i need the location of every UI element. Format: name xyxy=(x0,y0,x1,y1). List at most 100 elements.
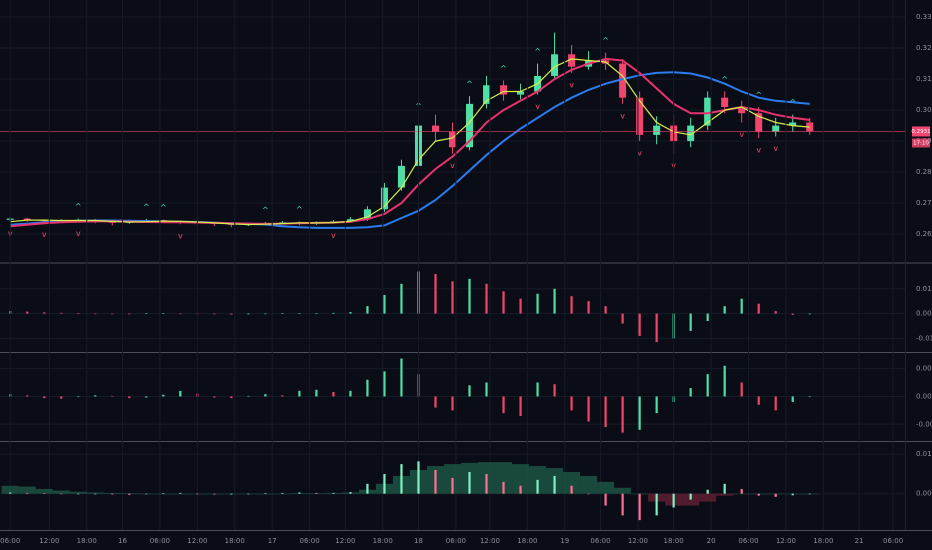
histogram-bar xyxy=(570,296,573,314)
histogram-bar xyxy=(179,313,182,315)
histogram-bar xyxy=(213,313,216,315)
histogram-bar xyxy=(485,473,488,494)
histogram-bar xyxy=(757,493,760,496)
candle-body xyxy=(466,103,474,148)
sell-signal: v xyxy=(756,145,761,154)
histogram-bar xyxy=(553,384,556,397)
histogram-bar xyxy=(315,492,318,494)
histogram-bar xyxy=(519,298,522,314)
histogram-bar xyxy=(94,395,97,397)
histogram-bar xyxy=(655,313,658,343)
histogram-bar xyxy=(264,394,267,397)
sell-signal: v xyxy=(739,130,744,139)
histogram-bar xyxy=(791,493,794,496)
histogram-bar xyxy=(553,475,556,494)
histogram-bar xyxy=(332,492,335,494)
x-tick-label: 06:00 xyxy=(590,537,610,545)
buy-signal: ^ xyxy=(500,64,507,73)
x-tick-label: 06:00 xyxy=(150,537,170,545)
histogram-bar xyxy=(621,493,624,516)
histogram-bar xyxy=(519,396,522,416)
y-tick-label: -0.0050 xyxy=(916,420,932,428)
histogram-bar xyxy=(145,493,148,495)
histogram-bar xyxy=(162,313,165,314)
histogram-bar xyxy=(77,396,80,398)
candle-body xyxy=(704,97,712,126)
histogram-bar xyxy=(706,489,709,494)
sell-signal: v xyxy=(42,230,47,239)
histogram-bar xyxy=(774,311,777,314)
histogram-bar xyxy=(315,313,318,314)
x-tick-label: 12:00 xyxy=(480,537,500,545)
histogram-bar xyxy=(417,461,420,494)
buy-signal: ^ xyxy=(789,98,796,107)
histogram-bar xyxy=(706,374,709,397)
candle-body xyxy=(568,54,576,67)
x-tick-label: 06:00 xyxy=(446,537,466,545)
histogram-bar xyxy=(247,395,250,397)
sell-signal: v xyxy=(569,80,574,89)
signal-column xyxy=(52,490,70,494)
y-tick-label: 0.2800 xyxy=(916,168,932,176)
sell-signal: v xyxy=(535,102,540,111)
histogram-bar xyxy=(179,492,182,494)
x-tick-label: 18:00 xyxy=(77,537,97,545)
histogram-bar xyxy=(145,313,148,314)
histogram-bar xyxy=(468,385,471,397)
histogram-bar xyxy=(553,288,556,314)
histogram-bar xyxy=(570,485,573,494)
y-tick-label: 0.3200 xyxy=(916,44,932,52)
histogram-bar xyxy=(383,294,386,314)
pane: 0.26000.27000.28000.29000.30000.31000.32… xyxy=(0,13,932,241)
histogram-bar xyxy=(655,396,658,414)
candle-body xyxy=(397,165,405,188)
histogram-bar xyxy=(740,298,743,314)
histogram-bar xyxy=(43,493,46,494)
x-tick-label: 18:00 xyxy=(813,537,833,545)
histogram-bar xyxy=(621,313,624,324)
buy-signal: ^ xyxy=(602,36,609,45)
histogram-bar xyxy=(332,391,335,397)
histogram-bar xyxy=(60,396,63,399)
sell-signal: v xyxy=(178,232,183,241)
candle-body xyxy=(551,54,559,76)
histogram-bar xyxy=(468,471,471,494)
y-tick-label: 0.3100 xyxy=(916,75,932,83)
candle-body xyxy=(23,218,31,221)
countdown-tag xyxy=(912,138,930,148)
histogram-bar xyxy=(145,396,148,398)
histogram-bar xyxy=(179,390,182,397)
histogram-bar xyxy=(111,493,114,495)
y-tick-label: 0.0000 xyxy=(916,392,932,400)
x-tick-label: 18:00 xyxy=(664,537,684,545)
histogram-bar xyxy=(791,396,794,403)
candle-body xyxy=(738,106,746,114)
histogram-bar xyxy=(281,492,284,494)
buy-signal: ^ xyxy=(534,47,541,56)
histogram-bar xyxy=(485,382,488,397)
histogram-bar xyxy=(434,273,437,314)
histogram-bar xyxy=(213,396,216,398)
histogram-bar xyxy=(502,291,505,314)
x-tick-label: 06:00 xyxy=(300,537,320,545)
histogram-bar xyxy=(655,493,658,516)
histogram-bar xyxy=(689,313,692,331)
buy-signal: ^ xyxy=(143,202,150,211)
histogram-bar xyxy=(774,493,777,497)
signal-column xyxy=(699,493,717,502)
moving-average-line xyxy=(10,58,810,226)
candle-body xyxy=(431,125,439,132)
histogram-bar xyxy=(230,313,233,315)
histogram-bar xyxy=(43,396,46,399)
histogram-bar xyxy=(230,493,233,495)
x-tick-label: 18:00 xyxy=(225,537,245,545)
buy-signal: ^ xyxy=(160,203,167,212)
histogram-bar xyxy=(230,396,233,399)
candle-body xyxy=(449,131,456,148)
histogram-bar xyxy=(128,493,131,495)
x-tick-label: 20 xyxy=(707,537,716,545)
histogram-bar xyxy=(808,493,811,495)
histogram-bar xyxy=(468,278,471,314)
histogram-bar xyxy=(451,281,454,314)
histogram-bar xyxy=(570,396,573,411)
